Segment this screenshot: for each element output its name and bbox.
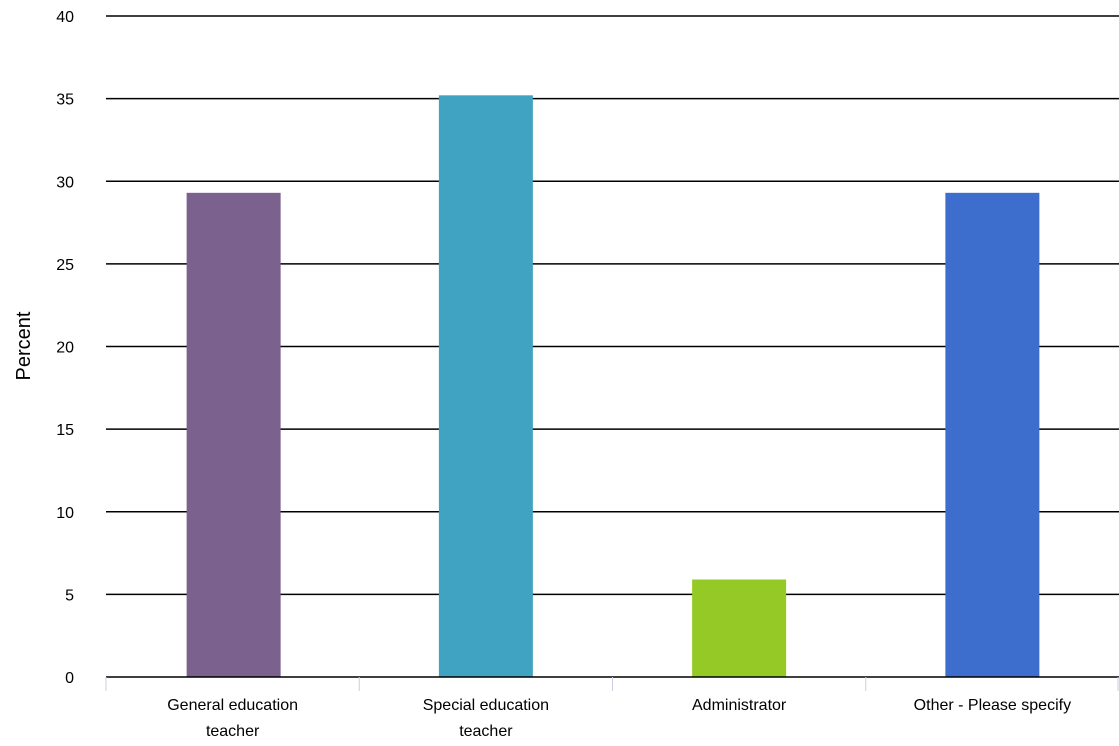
y-tick-label: 15 (56, 422, 74, 439)
x-tick-label: Other - Please specify (914, 697, 1071, 714)
bar (186, 192, 281, 677)
x-tick-label: teacher (459, 723, 513, 740)
y-tick-label: 25 (56, 257, 74, 274)
x-tick-labels: General education teacher Special educatio… (167, 697, 1071, 740)
y-tick-label: 40 (56, 9, 74, 26)
x-axis (105, 676, 1119, 691)
bar (438, 95, 533, 677)
x-tick-label: General education (167, 697, 298, 714)
y-axis-title: Percent (13, 311, 35, 380)
bar (945, 192, 1040, 677)
bar (692, 579, 787, 677)
y-tick-label: 10 (56, 505, 74, 522)
y-tick-labels: 0 5 10 15 20 25 30 35 40 (56, 9, 74, 687)
y-tick-label: 20 (56, 340, 74, 357)
x-tick-label: teacher (206, 723, 260, 740)
y-tick-label: 5 (65, 587, 74, 604)
y-tick-label: 35 (56, 92, 74, 109)
x-tick-label: Special education (423, 697, 549, 714)
y-tick-label: 30 (56, 174, 74, 191)
x-tick-label: Administrator (692, 697, 787, 714)
y-tick-label: 0 (65, 670, 74, 687)
bars (186, 95, 1040, 677)
